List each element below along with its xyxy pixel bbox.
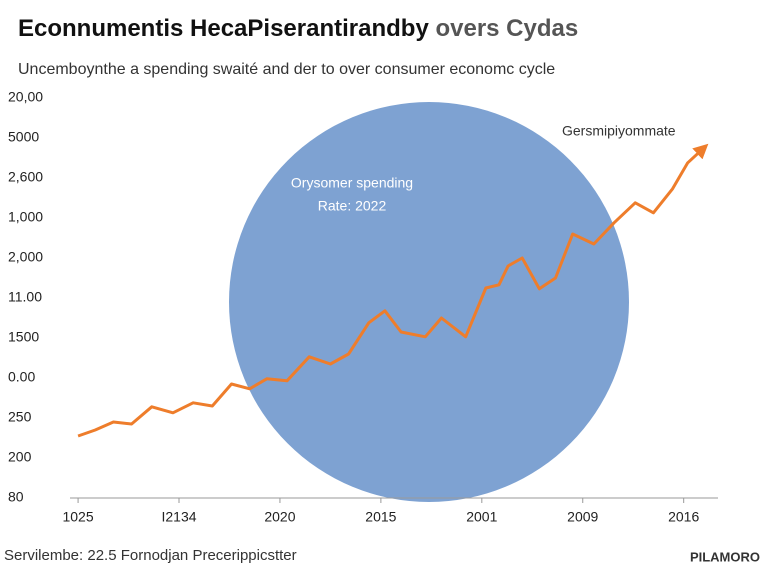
x-tick-label: 1025 <box>62 509 93 525</box>
chart-title: Econnumentis HecaPiserantirandby overs C… <box>18 15 578 42</box>
y-tick-label: 2,000 <box>8 249 43 265</box>
data-line <box>77 143 709 438</box>
y-tick-label: 0.00 <box>8 369 35 385</box>
highlight-circle <box>229 102 629 502</box>
y-tick-label: 250 <box>8 409 32 425</box>
y-tick-label: 5000 <box>8 129 39 145</box>
y-tick-label: 20,00 <box>8 89 43 105</box>
brand: PILAMORO <box>690 549 760 564</box>
y-tick-label: 200 <box>8 449 32 465</box>
source: Servilembe: 22.5 Fornodjan Precerippicst… <box>4 547 297 564</box>
x-tick-label: 2001 <box>466 509 497 525</box>
y-tick-label: 80 <box>8 489 24 505</box>
y-tick-label: 1,000 <box>8 209 43 225</box>
x-tick-label: 2020 <box>264 509 295 525</box>
x-tick-label: 2016 <box>668 509 699 525</box>
circle-label: Orysomer spending <box>291 175 413 191</box>
x-tick-label: 2009 <box>567 509 598 525</box>
x-tick-label: 2015 <box>365 509 396 525</box>
y-tick-label: 1500 <box>8 329 39 345</box>
annotation: Gersmipiyommate <box>562 123 676 139</box>
x-tick-label: I2134 <box>161 509 196 525</box>
y-tick-label: 11.00 <box>8 289 42 305</box>
circle-label: Rate: 2022 <box>318 198 387 214</box>
y-tick-label: 2,600 <box>8 169 43 185</box>
subtitle: Uncemboynthe a spending swaité and der t… <box>18 61 555 78</box>
